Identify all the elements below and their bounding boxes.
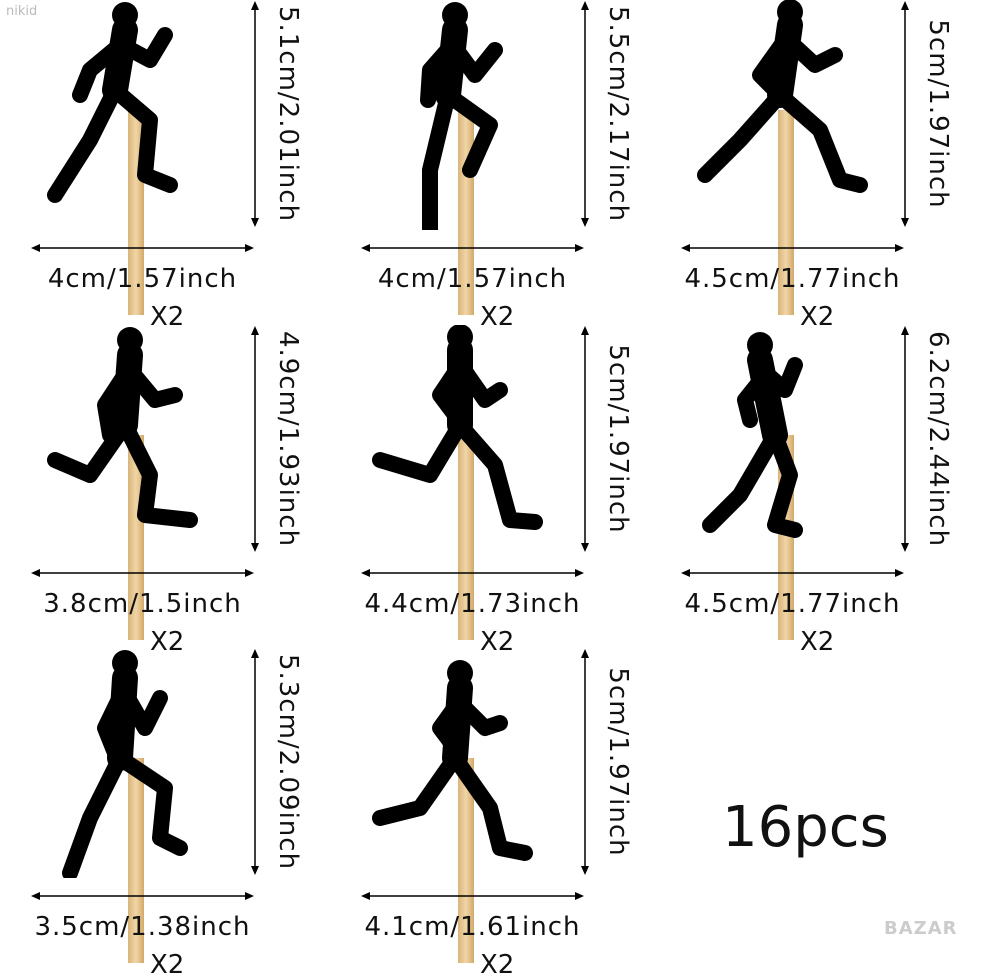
width-arrow-icon bbox=[681, 244, 904, 252]
topper-item: 5cm/1.97inch 4.1cm/1.61inch X2 bbox=[330, 648, 660, 980]
quantity-label: X2 bbox=[800, 627, 835, 657]
height-label: 6.2cm/2.44inch bbox=[923, 330, 953, 548]
wooden-stick bbox=[458, 435, 474, 640]
runner-silhouette-icon bbox=[372, 660, 533, 861]
height-arrow-icon bbox=[581, 326, 589, 552]
height-arrow-icon bbox=[581, 649, 589, 875]
height-label: 5cm/1.97inch bbox=[923, 19, 953, 209]
width-arrow-icon bbox=[31, 892, 254, 900]
width-arrow-icon bbox=[361, 569, 584, 577]
width-label: 3.5cm/1.38inch bbox=[34, 912, 251, 942]
wooden-stick bbox=[778, 110, 794, 315]
quantity-label: X2 bbox=[150, 302, 185, 332]
height-arrow-icon bbox=[581, 1, 589, 227]
runner-silhouette-icon bbox=[47, 327, 198, 528]
width-arrow-icon bbox=[31, 569, 254, 577]
runner-silhouette-icon bbox=[697, 0, 868, 193]
quantity-label: X2 bbox=[800, 302, 835, 332]
width-label: 3.8cm/1.5inch bbox=[43, 589, 242, 619]
topper-item: 4.9cm/1.93inch 3.8cm/1.5inch X2 bbox=[0, 325, 330, 657]
runner-silhouette-icon bbox=[47, 2, 178, 203]
watermark-bottom: BAZAR bbox=[884, 918, 958, 939]
topper-item: 5.5cm/2.17inch 4cm/1.57inch X2 bbox=[330, 0, 660, 332]
wooden-stick bbox=[128, 435, 144, 640]
height-arrow-icon bbox=[251, 649, 259, 875]
width-label: 4.1cm/1.61inch bbox=[364, 912, 581, 942]
width-label: 4cm/1.57inch bbox=[47, 264, 238, 294]
width-arrow-icon bbox=[681, 569, 904, 577]
quantity-label: X2 bbox=[150, 950, 185, 980]
quantity-label: X2 bbox=[150, 627, 185, 657]
height-label: 5cm/1.97inch bbox=[603, 344, 633, 534]
watermark-top: nikid bbox=[6, 4, 38, 19]
height-label: 5.1cm/2.01inch bbox=[273, 5, 303, 223]
topper-item: 6.2cm/2.44inch 4.5cm/1.77inch X2 bbox=[650, 325, 980, 657]
height-label: 5.3cm/2.09inch bbox=[273, 653, 303, 871]
runner-silhouette-icon bbox=[372, 325, 543, 530]
topper-item: 5.1cm/2.01inch 4cm/1.57inch X2 bbox=[0, 0, 330, 332]
height-label: 5cm/1.97inch bbox=[603, 667, 633, 857]
quantity-label: X2 bbox=[480, 302, 515, 332]
width-label: 4.5cm/1.77inch bbox=[684, 264, 901, 294]
piece-count: 16pcs bbox=[722, 795, 889, 860]
height-arrow-icon bbox=[251, 1, 259, 227]
quantity-label: X2 bbox=[480, 627, 515, 657]
width-arrow-icon bbox=[361, 244, 584, 252]
topper-item: 5cm/1.97inch 4.4cm/1.73inch X2 bbox=[330, 325, 660, 657]
quantity-label: X2 bbox=[480, 950, 515, 980]
height-label: 4.9cm/1.93inch bbox=[273, 330, 303, 548]
height-label: 5.5cm/2.17inch bbox=[603, 5, 633, 223]
width-arrow-icon bbox=[31, 244, 254, 252]
runner-silhouette-icon bbox=[702, 332, 803, 538]
topper-item: 5cm/1.97inch 4.5cm/1.77inch X2 bbox=[650, 0, 980, 332]
height-arrow-icon bbox=[901, 1, 909, 227]
width-label: 4.5cm/1.77inch bbox=[684, 589, 901, 619]
width-label: 4.4cm/1.73inch bbox=[364, 589, 581, 619]
runner-silhouette-icon bbox=[420, 2, 503, 230]
wooden-stick bbox=[458, 758, 474, 963]
height-arrow-icon bbox=[251, 326, 259, 552]
wooden-stick bbox=[128, 758, 144, 963]
width-label: 4cm/1.57inch bbox=[377, 264, 568, 294]
height-arrow-icon bbox=[901, 326, 909, 552]
width-arrow-icon bbox=[361, 892, 584, 900]
runner-silhouette-icon bbox=[62, 650, 188, 878]
topper-item: 5.3cm/2.09inch 3.5cm/1.38inch X2 bbox=[0, 648, 330, 980]
